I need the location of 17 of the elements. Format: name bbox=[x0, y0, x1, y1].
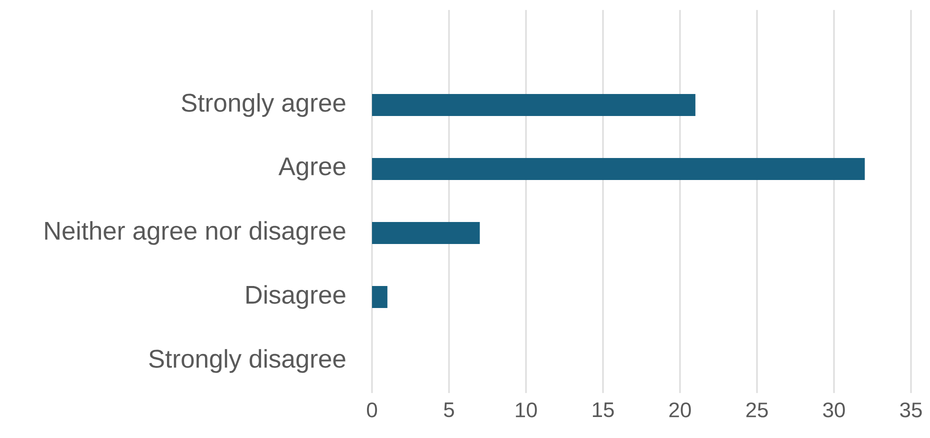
x-tick-label: 30 bbox=[823, 402, 845, 418]
bar bbox=[372, 222, 480, 244]
y-tick-label: Disagree bbox=[246, 285, 346, 309]
y-tick-label: Agree bbox=[278, 158, 346, 180]
x-tick-label: 25 bbox=[746, 402, 768, 418]
bar bbox=[372, 286, 388, 308]
x-tick-label: 35 bbox=[900, 402, 922, 418]
x-tick-label: 5 bbox=[444, 402, 454, 418]
bar bbox=[372, 158, 865, 180]
y-tick-label: Strongly agree bbox=[182, 93, 346, 117]
x-tick-label: 10 bbox=[516, 402, 537, 418]
y-tick-label: Strongly disagree bbox=[149, 349, 346, 373]
bar bbox=[372, 94, 696, 116]
y-tick-label: Neither agree nor disagree bbox=[45, 221, 346, 245]
x-tick-label: 15 bbox=[592, 402, 614, 418]
x-tick-label: 0 bbox=[366, 402, 378, 418]
x-tick-label: 20 bbox=[669, 402, 691, 418]
